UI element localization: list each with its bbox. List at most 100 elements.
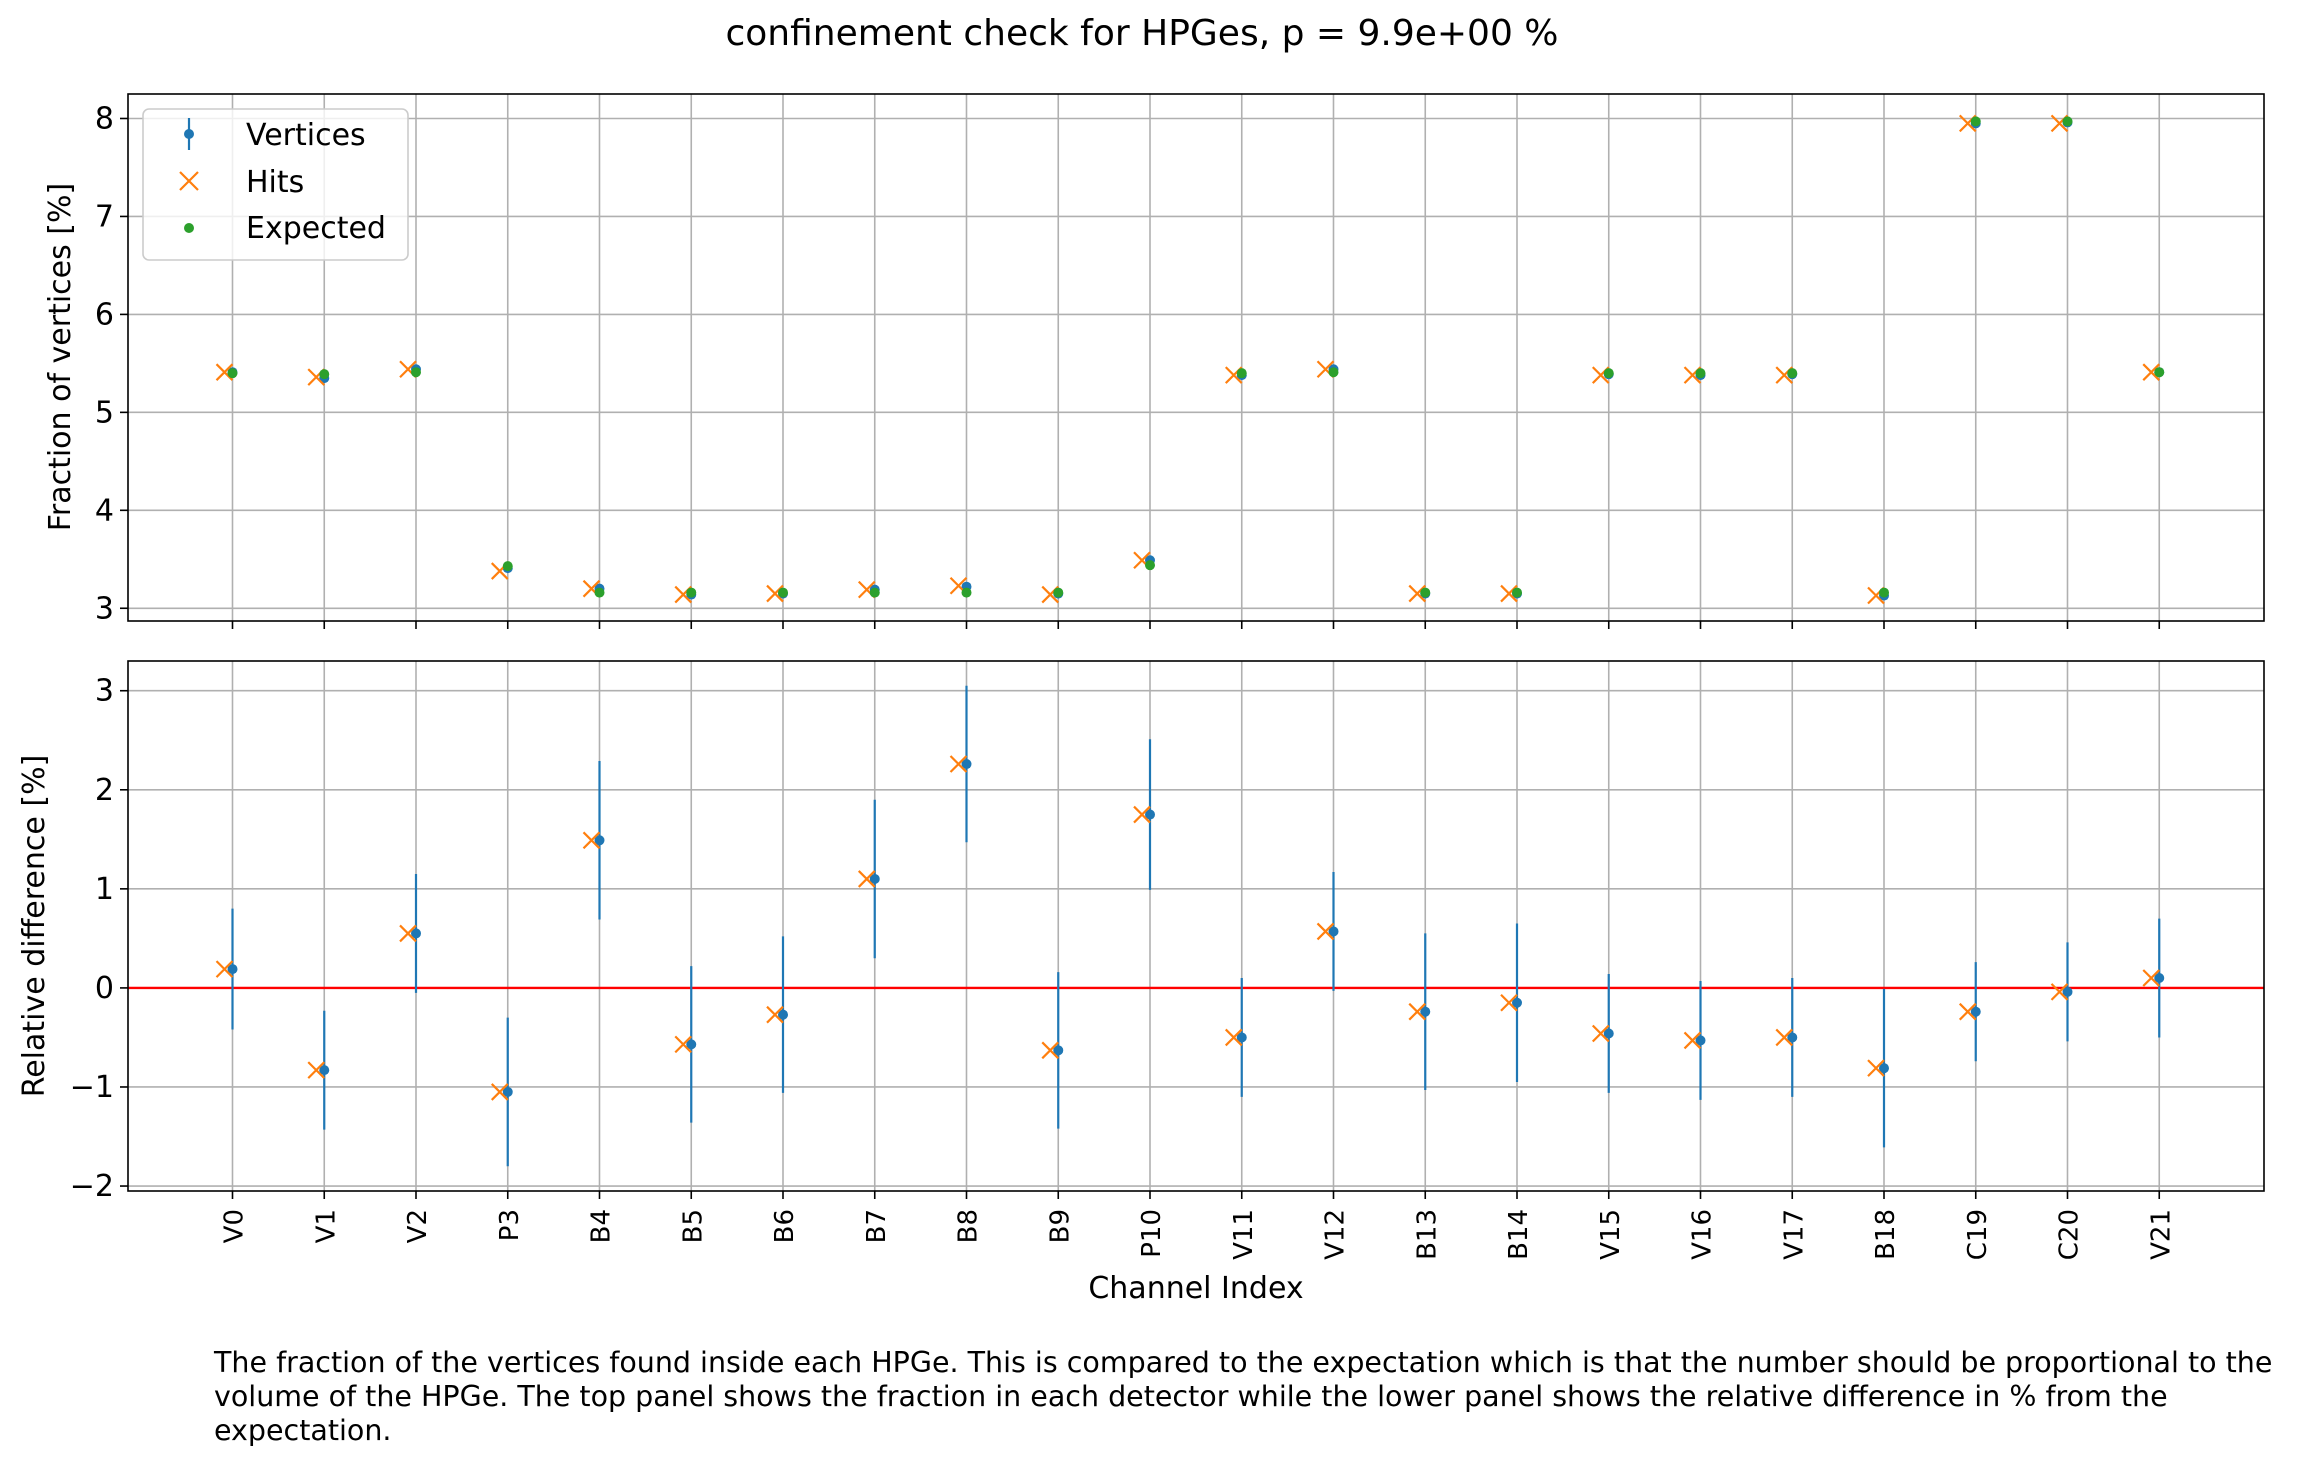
bottom-hits-marker-B8	[949, 755, 968, 773]
top-expected-point-B18	[1879, 587, 1889, 598]
top-axes-frame	[127, 93, 2265, 622]
bottom-axes-frame	[127, 660, 2265, 1192]
bottom-xlabel: Channel Index	[1088, 1271, 1303, 1306]
x-tick-label-V17: V17	[1779, 1209, 1809, 1260]
figure-title: confinement check for HPGes, p = 9.9e+00…	[725, 13, 1558, 54]
legend-entry-hits: Hits	[179, 165, 304, 200]
bottom-vertices-point-B14	[1512, 997, 1522, 1008]
top-expected-point-V16	[1695, 368, 1706, 379]
top-ytick-label-6: 6	[95, 297, 114, 332]
bottom-ytick-label--1: −1	[70, 1070, 114, 1105]
top-expected-point-B7	[869, 587, 880, 598]
bottom-hits-marker-P3	[490, 1083, 509, 1101]
bottom-hits-marker-B7	[857, 870, 876, 888]
x-tick-label-V11: V11	[1229, 1209, 1259, 1260]
bottom-vertices-point-V2	[411, 928, 421, 939]
x-tick-label-V16: V16	[1688, 1209, 1718, 1260]
legend-hits-marker	[179, 171, 199, 191]
x-tick-label-C20: C20	[2055, 1209, 2085, 1260]
top-expected-point-V17	[1787, 368, 1798, 379]
bottom-hits-marker-V16	[1683, 1031, 1702, 1050]
legend-vertices-marker	[184, 129, 194, 139]
bottom-vertices-point-B9	[1053, 1045, 1064, 1056]
top-ylabel: Fraction of vertices [%]	[43, 183, 78, 531]
x-tick-label-V1: V1	[311, 1209, 341, 1243]
x-tick-label-B8: B8	[954, 1209, 984, 1243]
bottom-hits-marker-B14	[1500, 993, 1518, 1012]
bottom-hits-marker-V2	[399, 924, 417, 943]
bottom-hits-marker-V17	[1775, 1028, 1794, 1047]
x-tick-label-B6: B6	[770, 1209, 800, 1243]
bottom-hits-marker-B13	[1408, 1002, 1427, 1021]
bottom-hits-marker-V11	[1224, 1028, 1243, 1047]
bottom-hits-marker-B18	[1867, 1059, 1885, 1077]
bottom-hits-marker-C20	[2050, 983, 2069, 1001]
top-hits-marker-V21	[2142, 363, 2161, 381]
x-tick-label-B13: B13	[1412, 1209, 1442, 1260]
bottom-panel: V0 V1 V2 P3 B4 B5 B6 B7 B8 B9 P10 V11 V12 B13 B14 V15 V1…	[17, 660, 2265, 1306]
top-expected-point-C19	[1970, 116, 1981, 127]
legend-frame	[142, 108, 409, 261]
bottom-ytick-label-3: 3	[95, 674, 114, 709]
bottom-vertices-point-V0	[227, 964, 238, 975]
top-expected-point-B5	[686, 587, 697, 598]
bottom-hits-marker-V12	[1316, 922, 1335, 941]
x-tick-label-V0: V0	[220, 1209, 250, 1243]
figure-caption: The fraction of the vertices found insid…	[214, 1346, 2273, 1447]
bottom-vertices-point-C20	[2062, 986, 2073, 997]
top-ticks: 3 4 5 6 7 8	[95, 101, 2161, 629]
bottom-hits-marker-P10	[1133, 805, 1151, 824]
top-expected-point-B8	[961, 587, 972, 598]
x-tick-label-B7: B7	[862, 1209, 892, 1243]
bottom-vertices-point-V16	[1695, 1035, 1706, 1046]
legend-label-hits: Hits	[246, 165, 304, 200]
x-tick-label-B5: B5	[678, 1209, 708, 1243]
bottom-vertices-point-V17	[1787, 1032, 1798, 1043]
bottom-vertices-point-V15	[1603, 1028, 1614, 1039]
x-tick-label-B9: B9	[1045, 1209, 1075, 1243]
top-expected-point-P10	[1145, 560, 1155, 571]
top-expected-point-P3	[502, 561, 513, 572]
x-tick-label-P3: P3	[495, 1209, 525, 1241]
top-expected-point-V0	[227, 368, 238, 379]
bottom-vertices-point-C19	[1970, 1006, 1981, 1017]
bottom-vertices-point-B5	[686, 1039, 697, 1050]
top-hits-marker-B13	[1408, 584, 1427, 603]
top-hits-marker-B6	[766, 584, 784, 603]
top-expected-point-B13	[1420, 587, 1431, 598]
x-tick-label-B14: B14	[1504, 1209, 1534, 1260]
top-ytick-label-8: 8	[95, 101, 114, 136]
legend-label-expected: Expected	[246, 211, 386, 246]
bottom-ticks: V0 V1 V2 P3 B4 B5 B6 B7 B8 B9 P10 V11 V12 B13 B14 V15 V1…	[70, 674, 2176, 1261]
bottom-vertices-point-B6	[778, 1009, 788, 1020]
bottom-hits-marker-B6	[766, 1005, 784, 1024]
x-tick-label-B18: B18	[1871, 1209, 1901, 1260]
x-tick-label-V12: V12	[1321, 1209, 1351, 1260]
bottom-ytick-label--2: −2	[70, 1169, 114, 1204]
top-expected-point-B6	[778, 587, 788, 598]
top-ytick-label-5: 5	[95, 395, 114, 430]
top-marks	[215, 114, 2165, 605]
bottom-vertices-point-V12	[1328, 926, 1339, 937]
legend: Vertices Hits Expected	[142, 108, 409, 261]
top-expected-point-B9	[1053, 587, 1064, 598]
top-expected-point-B14	[1512, 587, 1522, 598]
bottom-vertices-point-B18	[1879, 1063, 1889, 1074]
top-expected-point-C20	[2062, 116, 2073, 127]
top-expected-point-V11	[1236, 368, 1247, 379]
top-expected-point-V12	[1328, 367, 1339, 378]
top-hits-marker-V0	[215, 363, 234, 381]
bottom-vertices-point-B8	[961, 759, 972, 770]
top-expected-point-V21	[2154, 367, 2165, 378]
top-expected-point-V1	[319, 369, 330, 380]
legend-expected-marker	[184, 223, 194, 233]
top-hits-marker-B14	[1500, 584, 1518, 603]
bottom-ytick-label-1: 1	[95, 872, 114, 907]
x-tick-label-V15: V15	[1596, 1209, 1626, 1260]
x-tick-label-C19: C19	[1963, 1209, 1993, 1260]
bottom-vertices-point-P3	[502, 1086, 513, 1097]
bottom-marks	[215, 685, 2165, 1167]
top-panel: 3 4 5 6 7 8 Fraction of vertices [%] Vertices…	[43, 93, 2265, 629]
top-expected-point-V15	[1603, 368, 1614, 379]
